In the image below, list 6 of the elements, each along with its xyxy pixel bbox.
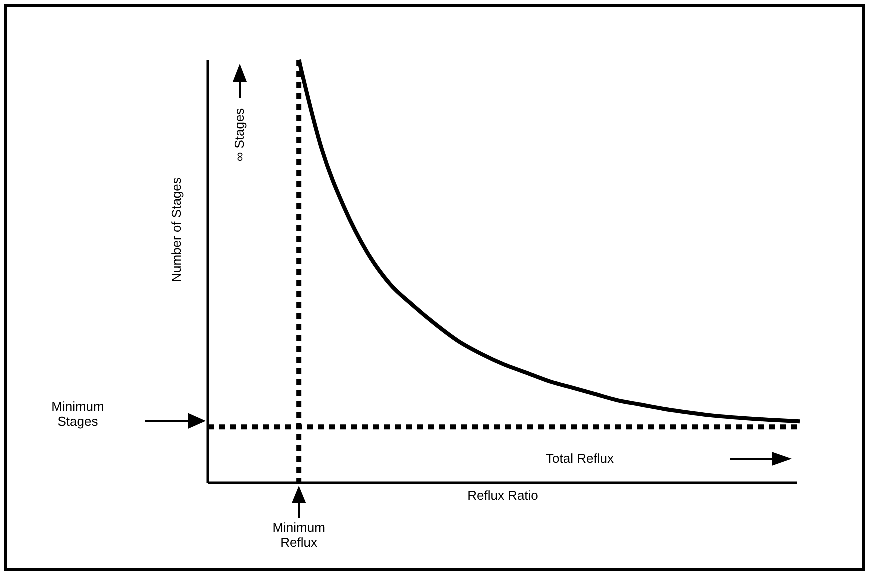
x-axis-title: Reflux Ratio — [468, 488, 538, 503]
ref-line-label: Minimum Stages — [52, 399, 104, 430]
text: Minimum Reflux — [272, 520, 326, 550]
annotation: ∞ Stages — [232, 108, 247, 162]
annotation: Total Reflux — [546, 451, 614, 466]
y-axis-title: Number of Stages — [169, 177, 184, 282]
